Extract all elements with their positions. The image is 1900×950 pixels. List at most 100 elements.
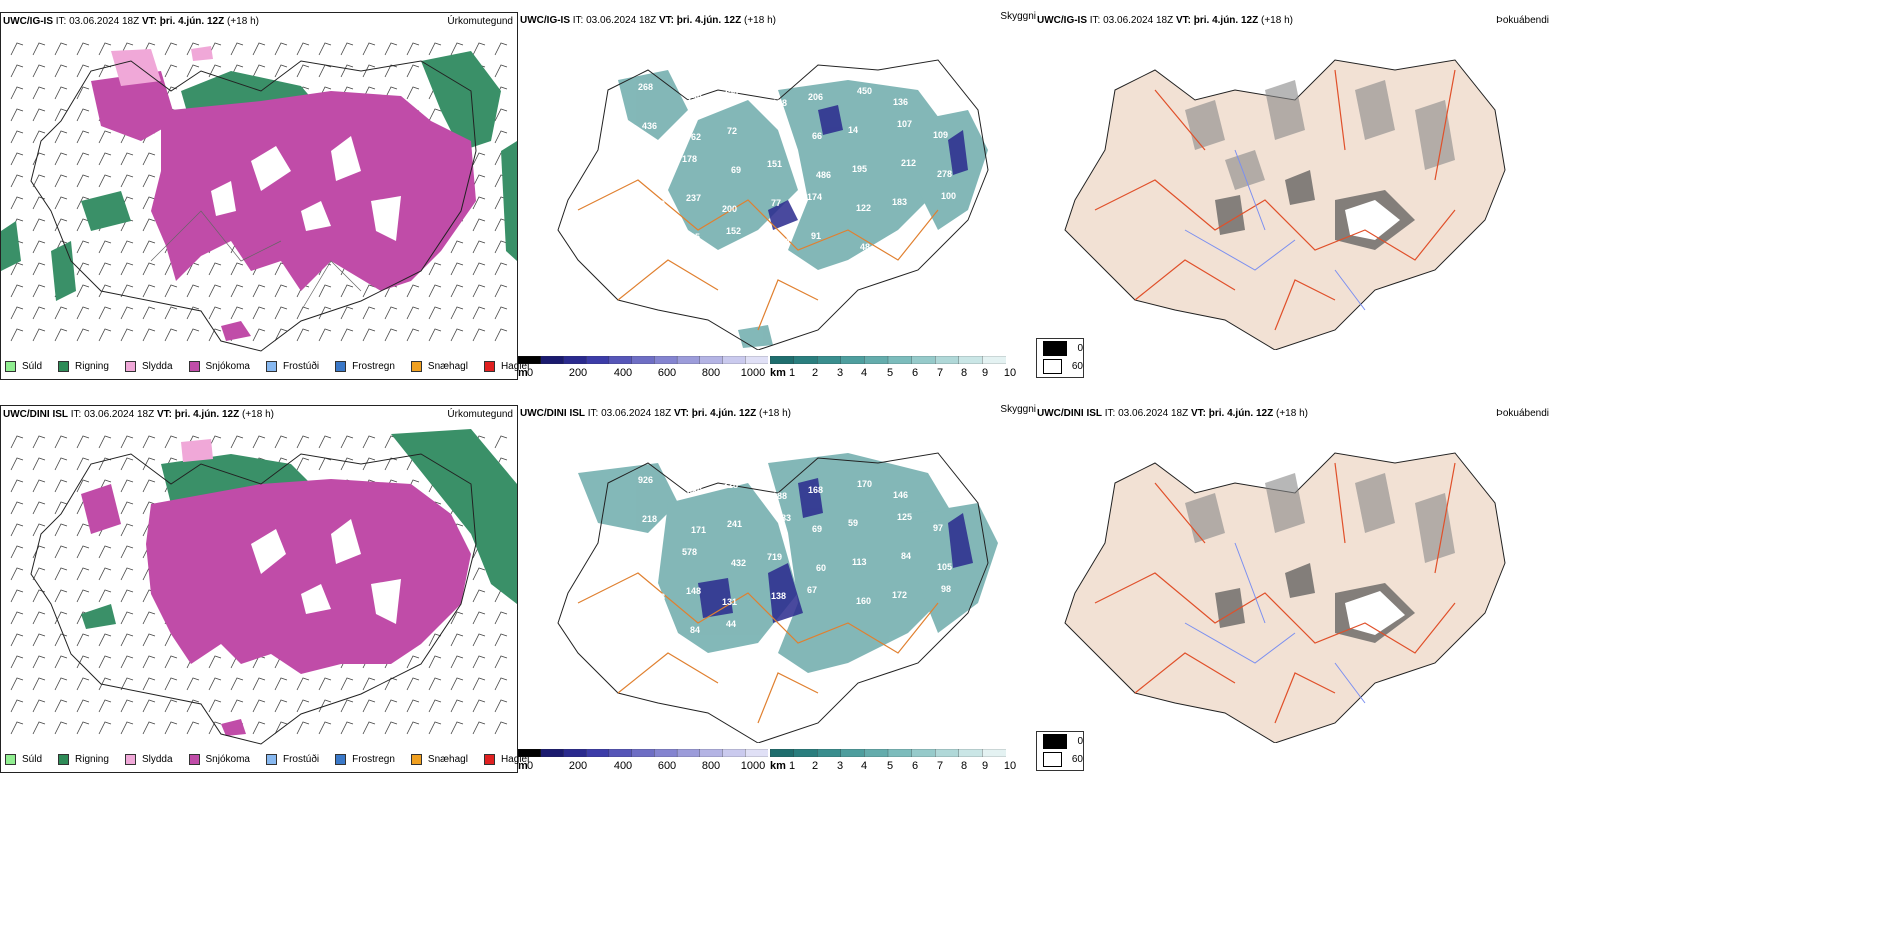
wind-barb bbox=[120, 545, 134, 559]
wind-barb bbox=[76, 262, 90, 276]
visibility-value-label: 212 bbox=[901, 158, 916, 168]
wind-barb bbox=[208, 655, 222, 669]
visibility-value-label: 98 bbox=[941, 584, 951, 594]
wind-barb bbox=[406, 328, 420, 342]
model-name: UWC/DINI ISL bbox=[3, 409, 68, 420]
wind-barb bbox=[76, 42, 90, 56]
wind-barb bbox=[32, 86, 46, 100]
wind-barb bbox=[120, 284, 134, 298]
legend-label: Frostúði bbox=[282, 360, 320, 372]
wind-barb bbox=[142, 501, 156, 515]
lead-time: (+18 h) bbox=[227, 16, 259, 27]
wind-barb bbox=[252, 677, 266, 691]
visibility-value-label: 84 bbox=[690, 625, 700, 635]
colorbar-cell bbox=[540, 748, 565, 758]
swatch bbox=[335, 753, 347, 765]
wind-barb bbox=[120, 523, 134, 537]
colorbar-cell bbox=[864, 355, 889, 365]
swatch bbox=[5, 360, 16, 372]
wind-barb bbox=[274, 306, 288, 320]
wind-barb bbox=[296, 328, 310, 342]
wind-barb bbox=[32, 677, 46, 691]
wind-barb bbox=[472, 589, 486, 603]
visibility-value-label: 159 bbox=[687, 93, 702, 103]
valid-time: þri. 4.jún. 12Z bbox=[1193, 15, 1259, 26]
panel-title: Úrkomutegund bbox=[447, 16, 513, 27]
wind-barb bbox=[406, 677, 420, 691]
wind-barb bbox=[10, 457, 24, 471]
wind-barb bbox=[54, 457, 68, 471]
legend-label: Snjókoma bbox=[205, 753, 250, 765]
colorbar-cell bbox=[840, 355, 866, 365]
colorbar-cell bbox=[982, 748, 1007, 758]
wind-barb bbox=[32, 501, 46, 515]
it-label: IT: bbox=[572, 15, 584, 26]
legend-label: Súld bbox=[22, 360, 43, 372]
legend-item: Rigning bbox=[58, 360, 109, 372]
wind-barb bbox=[98, 262, 112, 276]
wind-barb bbox=[54, 108, 68, 122]
wind-barb bbox=[76, 284, 90, 298]
wind-barb bbox=[76, 699, 90, 713]
tick-label: 10 bbox=[1003, 760, 1017, 772]
panel-title: Þokuábendi bbox=[1496, 408, 1549, 419]
wind-barb bbox=[54, 196, 68, 210]
visibility-value-label: 237 bbox=[686, 193, 701, 203]
it-label: IT: bbox=[70, 409, 82, 420]
wind-barb bbox=[164, 655, 178, 669]
wind-barb bbox=[362, 64, 376, 78]
wind-barb bbox=[76, 174, 90, 188]
colorbar-cell bbox=[982, 355, 1007, 365]
wind-barb bbox=[98, 655, 112, 669]
valid-time: þri. 4.jún. 12Z bbox=[676, 15, 742, 26]
wind-barb bbox=[76, 240, 90, 254]
wind-barb bbox=[10, 655, 24, 669]
legend-label: Snjókoma bbox=[205, 360, 250, 372]
tick-label: 200 bbox=[568, 367, 588, 379]
wind-barb bbox=[32, 64, 46, 78]
wind-barb bbox=[142, 152, 156, 166]
wind-barb bbox=[10, 306, 24, 320]
wind-barb bbox=[472, 262, 486, 276]
wind-barb bbox=[142, 655, 156, 669]
wind-barb bbox=[450, 284, 464, 298]
wind-barb bbox=[10, 328, 24, 342]
it-label: IT: bbox=[1104, 408, 1116, 419]
vis-ticks: km 1 2 3 4 5 6 7 8 9 10 bbox=[770, 367, 1016, 381]
wind-barb bbox=[384, 721, 398, 735]
tick-label: 7 bbox=[936, 760, 944, 772]
panel-title: Þokuábendi bbox=[1496, 15, 1549, 26]
wind-barb bbox=[98, 677, 112, 691]
visibility-value-label: 258 bbox=[723, 87, 738, 97]
wind-barb bbox=[76, 196, 90, 210]
wind-barb bbox=[208, 262, 222, 276]
legend-label: 60 bbox=[1071, 360, 1083, 372]
wind-barb bbox=[274, 328, 288, 342]
wind-barb bbox=[296, 64, 310, 78]
init-time: 03.06.2024 18Z bbox=[69, 16, 140, 27]
wind-barb bbox=[10, 567, 24, 581]
swatch bbox=[58, 360, 70, 372]
height-ticks: m 0 200 400 600 800 1000 bbox=[518, 367, 768, 381]
legend-item: Snjókoma bbox=[188, 753, 250, 765]
swatch bbox=[483, 360, 495, 372]
wind-barb bbox=[406, 86, 420, 100]
wind-barb bbox=[120, 567, 134, 581]
wind-barb bbox=[98, 545, 112, 559]
colorbar-cell bbox=[911, 748, 936, 758]
wind-barb bbox=[472, 721, 486, 735]
wind-barb bbox=[54, 435, 68, 449]
wind-barb bbox=[472, 567, 486, 581]
wind-barb bbox=[98, 42, 112, 56]
wind-barb bbox=[164, 42, 178, 56]
colorbar-cell bbox=[769, 355, 795, 365]
wind-barb bbox=[32, 567, 46, 581]
legend-label: Slydda bbox=[141, 753, 173, 765]
wind-barb bbox=[450, 721, 464, 735]
wind-barb bbox=[10, 611, 24, 625]
model-name: UWC/DINI ISL bbox=[520, 408, 585, 419]
panel-header: UWC/DINI ISL IT: 03.06.2024 18Z VT: þri.… bbox=[1037, 407, 1551, 421]
wind-barb bbox=[142, 262, 156, 276]
swatch bbox=[5, 753, 16, 765]
wind-barb bbox=[10, 721, 24, 735]
